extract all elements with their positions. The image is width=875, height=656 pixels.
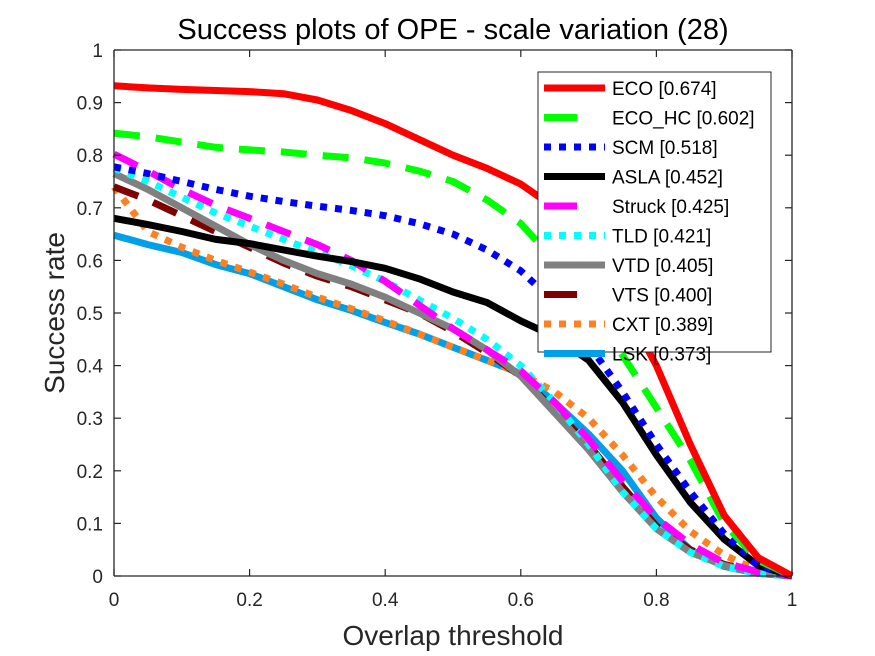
legend-entry-label: Struck [0.425] [612, 197, 729, 218]
y-tick-label: 0.9 [77, 94, 103, 115]
legend-entry-label: ASLA [0.452] [612, 168, 723, 189]
x-tick-label: 0.8 [643, 590, 669, 611]
x-axis-label: Overlap threshold [342, 620, 563, 651]
y-tick-label: 0.3 [77, 409, 103, 430]
y-tick-label: 1 [92, 41, 103, 62]
legend-entry-label: ECO [0.674] [612, 79, 717, 100]
y-tick-label: 0.5 [77, 304, 103, 325]
legend-entry-label: TLD [0.421] [612, 227, 711, 248]
y-tick-label: 0 [92, 567, 103, 588]
series-line-asla [113, 214, 794, 580]
legend-entry-label: VTS [0.400] [612, 286, 712, 307]
y-tick-label: 0.7 [77, 199, 103, 220]
x-tick-label: 0.2 [236, 590, 262, 611]
ticks: 0 0.2 0.4 0.6 0.8 1 0 0.1 0.2 0.3 0.4 0.5 0.6 0.7 0.8 0… [77, 41, 798, 611]
legend: ECO [0.674] ECO_HC [0.602] SCM [0.518] ASLA… [537, 71, 772, 366]
x-tick-label: 0.4 [372, 590, 399, 611]
series-line-eco-hc [113, 129, 794, 580]
legend-entry-label: LSK [0.373] [612, 345, 711, 366]
series-line-scm [113, 163, 794, 580]
y-tick-label: 0.6 [77, 251, 103, 272]
y-axis-label: Success rate [39, 232, 70, 394]
x-tick-label: 0.6 [508, 590, 534, 611]
legend-entry-label: VTD [0.405] [612, 256, 713, 277]
legend-entry-label: CXT [0.389] [612, 315, 713, 336]
x-tick-label: 0 [109, 590, 120, 611]
legend-entry-label: SCM [0.518] [612, 138, 718, 159]
series-lines [111, 82, 794, 580]
legend-entry-label: ECO_HC [0.602] [612, 109, 755, 130]
series-line-tld [112, 165, 793, 580]
series-line-struck [112, 150, 793, 580]
x-tick-label: 1 [787, 590, 798, 611]
y-tick-label: 0.1 [77, 514, 103, 535]
chart-title: Success plots of OPE - scale variation (… [177, 14, 728, 46]
y-tick-label: 0.4 [77, 357, 104, 378]
series-line-eco [113, 82, 794, 580]
y-tick-label: 0.8 [77, 146, 103, 167]
series-line-cxt [111, 184, 793, 580]
y-tick-label: 0.2 [77, 462, 103, 483]
